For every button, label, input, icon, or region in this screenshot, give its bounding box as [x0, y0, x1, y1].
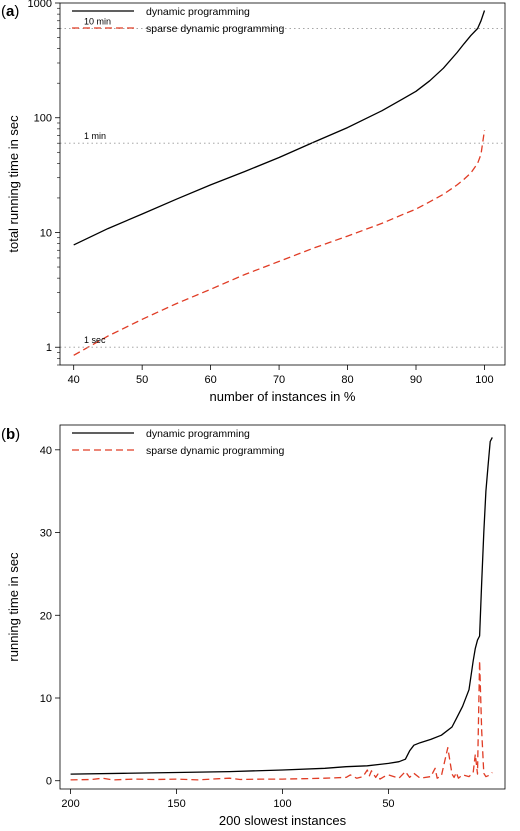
- x-tick-label: 150: [167, 798, 185, 810]
- series-layer-b: [70, 437, 493, 781]
- legend-label-sdp-a: sparse dynamic programming: [146, 23, 284, 35]
- y-tick-label: 100: [34, 113, 52, 125]
- series-line-sparse-dynamic-programming: [73, 130, 486, 356]
- y-tick-label: 30: [40, 528, 52, 540]
- y-tick-label: 1: [46, 342, 52, 354]
- x-tick-label: 40: [68, 374, 80, 386]
- y-tick-label: 20: [40, 610, 52, 622]
- legend-label-dp-a: dynamic programming: [146, 6, 250, 18]
- x-tick-label: 70: [273, 374, 285, 386]
- y-tick-label: 1000: [28, 0, 52, 10]
- panel-label-a: (a): [1, 3, 19, 20]
- reference-line-label: 1 min: [84, 131, 106, 141]
- y-axis-label-b: running time in sec: [6, 552, 21, 662]
- y-axis-label-a: total running time in sec: [6, 115, 21, 253]
- panel-label-b: (b): [1, 426, 20, 443]
- x-tick-label: 50: [136, 374, 148, 386]
- x-axis-label-b: 200 slowest instances: [219, 813, 347, 828]
- chart-b: (b) 200 150 100 50 0 10 20 30 40 200 slowest in…: [1, 424, 506, 828]
- legend-b: dynamic programming sparse dynamic progr…: [72, 428, 284, 457]
- x-ticks-a: 40 50 60 70 80 90 100: [68, 365, 494, 386]
- x-tick-label: 100: [273, 798, 291, 810]
- series-layer-a: [73, 10, 486, 356]
- x-tick-label: 200: [61, 798, 79, 810]
- legend-label-sdp-b: sparse dynamic programming: [146, 445, 284, 457]
- y-tick-label: 10: [40, 227, 52, 239]
- series-line-dynamic-programming: [73, 10, 486, 246]
- reference-line-label: 1 sec: [84, 335, 106, 345]
- x-ticks-b: 200 150 100 50: [61, 789, 395, 810]
- x-tick-label: 50: [382, 798, 394, 810]
- y-tick-label: 0: [46, 776, 52, 788]
- x-tick-label: 90: [410, 374, 422, 386]
- x-axis-label-a: number of instances in %: [210, 389, 356, 404]
- y-ticks-a: 1 10 100 1000: [28, 0, 60, 366]
- x-tick-label: 80: [341, 374, 353, 386]
- legend-label-dp-b: dynamic programming: [146, 428, 250, 440]
- y-tick-label: 10: [40, 693, 52, 705]
- reference-lines-a: 10 min 1 min 1 sec: [60, 16, 505, 348]
- reference-line-label: 10 min: [84, 16, 111, 26]
- plot-frame-b: [59, 424, 506, 790]
- legend-a: dynamic programming sparse dynamic progr…: [72, 6, 284, 35]
- x-tick-label: 60: [204, 374, 216, 386]
- series-line-sparse-dynamic-programming: [70, 660, 493, 781]
- y-tick-label: 40: [40, 445, 52, 457]
- plot-frame-a: [59, 2, 506, 366]
- x-tick-label: 100: [475, 374, 493, 386]
- y-ticks-b: 0 10 20 30 40: [40, 445, 60, 788]
- series-line-dynamic-programming: [70, 437, 493, 775]
